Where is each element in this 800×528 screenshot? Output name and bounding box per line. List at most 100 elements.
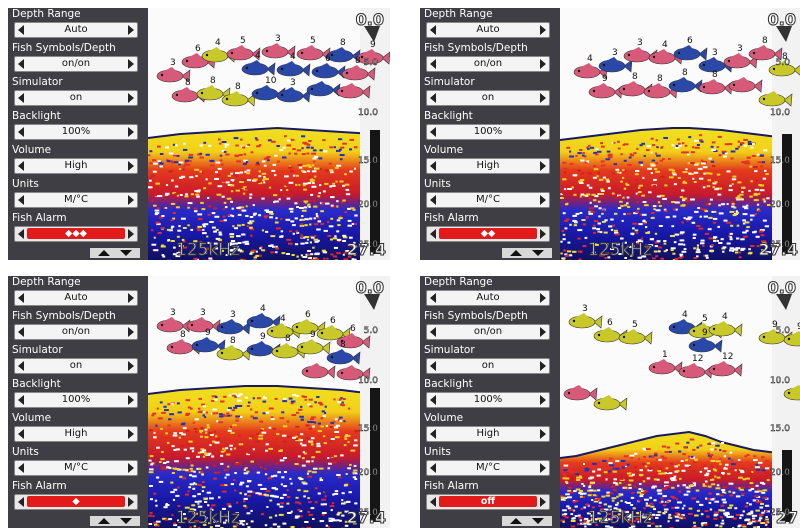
menu-item-fish-symbols-depth[interactable]: Fish Symbols/Depth on/on	[8, 310, 148, 342]
menu-item-units[interactable]: Units M/°C	[420, 446, 560, 478]
menu-item-units[interactable]: Units M/°C	[8, 178, 148, 210]
arrow-left-icon[interactable]	[430, 327, 436, 337]
menu-item-backlight[interactable]: Backlight 100%	[420, 110, 560, 142]
value-selector[interactable]: on/on	[14, 324, 138, 340]
arrow-right-icon[interactable]	[540, 395, 546, 405]
menu-item-fish-alarm[interactable]: Fish Alarm ◆◆◆	[8, 212, 148, 244]
fish-alarm-selector[interactable]: off	[426, 494, 550, 510]
menu-scroll-buttons[interactable]	[502, 516, 552, 526]
arrow-left-icon[interactable]	[18, 229, 24, 239]
arrow-right-icon[interactable]	[128, 25, 134, 35]
value-selector[interactable]: High	[426, 426, 550, 442]
arrow-left-icon[interactable]	[430, 361, 436, 371]
arrow-left-icon[interactable]	[18, 127, 24, 137]
arrow-left-icon[interactable]	[18, 361, 24, 371]
menu-item-volume[interactable]: Volume High	[8, 412, 148, 444]
menu-item-simulator[interactable]: Simulator on	[420, 344, 560, 376]
value-selector[interactable]: Auto	[426, 290, 550, 306]
menu-item-fish-symbols-depth[interactable]: Fish Symbols/Depth on/on	[420, 42, 560, 74]
value-selector[interactable]: High	[14, 426, 138, 442]
arrow-right-icon[interactable]	[540, 195, 546, 205]
value-selector[interactable]: on/on	[14, 56, 138, 72]
scroll-down-icon[interactable]	[120, 250, 132, 256]
arrow-right-icon[interactable]	[540, 327, 546, 337]
arrow-left-icon[interactable]	[430, 127, 436, 137]
arrow-right-icon[interactable]	[128, 463, 134, 473]
arrow-right-icon[interactable]	[540, 93, 546, 103]
arrow-right-icon[interactable]	[128, 93, 134, 103]
arrow-right-icon[interactable]	[540, 59, 546, 69]
arrow-left-icon[interactable]	[18, 327, 24, 337]
scroll-up-icon[interactable]	[510, 518, 522, 524]
menu-item-volume[interactable]: Volume High	[420, 412, 560, 444]
value-selector[interactable]: 100%	[14, 124, 138, 140]
arrow-left-icon[interactable]	[430, 429, 436, 439]
menu-item-fish-symbols-depth[interactable]: Fish Symbols/Depth on/on	[420, 310, 560, 342]
value-selector[interactable]: M/°C	[14, 192, 138, 208]
scroll-up-icon[interactable]	[98, 518, 110, 524]
arrow-right-icon[interactable]	[128, 361, 134, 371]
value-selector[interactable]: on	[14, 90, 138, 106]
value-selector[interactable]: on/on	[426, 56, 550, 72]
menu-item-depth-range[interactable]: Depth Range Auto	[420, 276, 560, 308]
value-selector[interactable]: on	[426, 358, 550, 374]
arrow-left-icon[interactable]	[18, 59, 24, 69]
menu-item-units[interactable]: Units M/°C	[420, 178, 560, 210]
value-selector[interactable]: Auto	[426, 22, 550, 38]
arrow-left-icon[interactable]	[18, 429, 24, 439]
value-selector[interactable]: Auto	[14, 22, 138, 38]
arrow-left-icon[interactable]	[430, 395, 436, 405]
arrow-right-icon[interactable]	[540, 229, 546, 239]
menu-item-fish-alarm[interactable]: Fish Alarm off	[420, 480, 560, 512]
menu-item-units[interactable]: Units M/°C	[8, 446, 148, 478]
menu-item-backlight[interactable]: Backlight 100%	[8, 110, 148, 142]
arrow-right-icon[interactable]	[128, 395, 134, 405]
menu-item-depth-range[interactable]: Depth Range Auto	[420, 8, 560, 40]
arrow-right-icon[interactable]	[128, 195, 134, 205]
scroll-down-icon[interactable]	[532, 250, 544, 256]
value-selector[interactable]: High	[426, 158, 550, 174]
arrow-left-icon[interactable]	[430, 195, 436, 205]
scroll-up-icon[interactable]	[510, 250, 522, 256]
arrow-right-icon[interactable]	[540, 25, 546, 35]
menu-item-fish-alarm[interactable]: Fish Alarm ◆	[8, 480, 148, 512]
arrow-left-icon[interactable]	[430, 497, 436, 507]
arrow-right-icon[interactable]	[540, 293, 546, 303]
arrow-right-icon[interactable]	[128, 429, 134, 439]
arrow-left-icon[interactable]	[430, 293, 436, 303]
menu-item-fish-symbols-depth[interactable]: Fish Symbols/Depth on/on	[8, 42, 148, 74]
arrow-left-icon[interactable]	[430, 93, 436, 103]
arrow-left-icon[interactable]	[430, 25, 436, 35]
arrow-right-icon[interactable]	[128, 161, 134, 171]
arrow-left-icon[interactable]	[430, 229, 436, 239]
arrow-left-icon[interactable]	[18, 25, 24, 35]
arrow-right-icon[interactable]	[540, 463, 546, 473]
arrow-left-icon[interactable]	[18, 395, 24, 405]
scroll-down-icon[interactable]	[532, 518, 544, 524]
fish-alarm-selector[interactable]: ◆◆◆	[14, 226, 138, 242]
menu-item-backlight[interactable]: Backlight 100%	[420, 378, 560, 410]
fish-alarm-selector[interactable]: ◆	[14, 494, 138, 510]
value-selector[interactable]: 100%	[426, 392, 550, 408]
arrow-left-icon[interactable]	[18, 293, 24, 303]
menu-item-simulator[interactable]: Simulator on	[8, 344, 148, 376]
value-selector[interactable]: 100%	[426, 124, 550, 140]
arrow-right-icon[interactable]	[540, 429, 546, 439]
arrow-right-icon[interactable]	[128, 293, 134, 303]
arrow-right-icon[interactable]	[128, 59, 134, 69]
scroll-up-icon[interactable]	[98, 250, 110, 256]
menu-scroll-buttons[interactable]	[502, 248, 552, 258]
menu-item-simulator[interactable]: Simulator on	[8, 76, 148, 108]
arrow-right-icon[interactable]	[540, 161, 546, 171]
arrow-left-icon[interactable]	[18, 195, 24, 205]
menu-item-fish-alarm[interactable]: Fish Alarm ◆◆	[420, 212, 560, 244]
menu-scroll-buttons[interactable]	[90, 516, 140, 526]
value-selector[interactable]: M/°C	[14, 460, 138, 476]
arrow-right-icon[interactable]	[128, 497, 134, 507]
arrow-left-icon[interactable]	[18, 161, 24, 171]
arrow-right-icon[interactable]	[128, 327, 134, 337]
value-selector[interactable]: on	[426, 90, 550, 106]
arrow-right-icon[interactable]	[540, 497, 546, 507]
arrow-right-icon[interactable]	[128, 229, 134, 239]
scroll-down-icon[interactable]	[120, 518, 132, 524]
